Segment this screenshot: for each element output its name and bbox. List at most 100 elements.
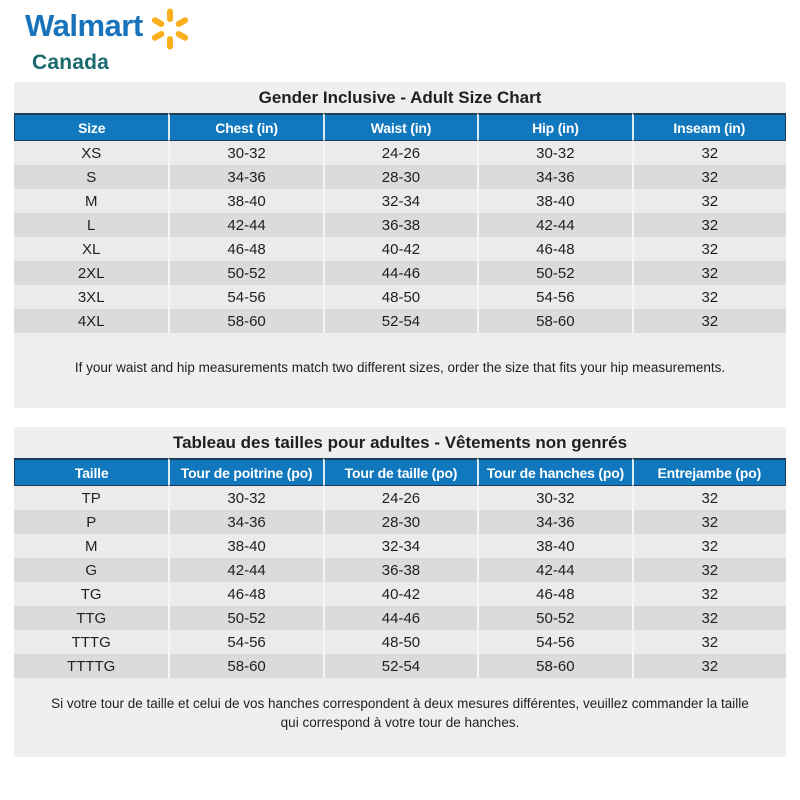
- table-row: M 38-40 32-34 38-40 32: [14, 534, 786, 558]
- table-cell: 46-48: [477, 582, 632, 606]
- table-cell: XL: [14, 237, 169, 261]
- table-cell: 54-56: [477, 285, 632, 309]
- table-cell: 54-56: [477, 630, 632, 654]
- table-cell: G: [14, 558, 169, 582]
- table-cell: 38-40: [168, 189, 323, 213]
- table-cell: 32: [631, 486, 786, 510]
- table-row: 3XL 54-56 48-50 54-56 32: [14, 285, 786, 309]
- size-chart-title-fr: Tableau des tailles pour adultes - Vêtem…: [172, 432, 628, 452]
- table-row: M 38-40 32-34 38-40 32: [14, 189, 786, 213]
- table-cell: 48-50: [322, 285, 478, 309]
- table-cell: 52-54: [322, 654, 478, 678]
- table-cell: 42-44: [477, 558, 632, 582]
- table-cell: 32: [631, 558, 786, 582]
- table-cell: 3XL: [14, 285, 169, 309]
- table-cell: 2XL: [14, 261, 169, 285]
- table-cell: 58-60: [168, 654, 323, 678]
- fit-note-en: If your waist and hip measurements match…: [74, 360, 726, 375]
- table-cell: 32: [631, 285, 786, 309]
- table-cell: 36-38: [322, 558, 478, 582]
- table-cell: S: [14, 165, 169, 189]
- table-cell: 40-42: [322, 582, 478, 606]
- table-cell: 30-32: [168, 486, 323, 510]
- table-cell: 52-54: [322, 309, 478, 333]
- table-header-row: Size Chest (in) Waist (in) Hip (in) Inseam (…: [14, 113, 786, 141]
- table-cell: 34-36: [477, 510, 632, 534]
- table-cell: 32: [631, 309, 786, 333]
- column-header: Taille: [14, 458, 169, 486]
- table-cell: 32: [631, 582, 786, 606]
- column-header: Hip (in): [477, 113, 632, 141]
- table-row: G 42-44 36-38 42-44 32: [14, 558, 786, 582]
- fit-note-fr: Si votre tour de taille et celui de vos …: [51, 696, 749, 730]
- table-cell: 58-60: [477, 654, 632, 678]
- table-cell: M: [14, 534, 169, 558]
- size-chart-panel-en: Gender Inclusive - Adult Size Chart Size…: [14, 82, 786, 408]
- table-cell: 58-60: [168, 309, 323, 333]
- table-row: TTTTG 58-60 52-54 58-60 32: [14, 654, 786, 678]
- table-cell: TTTG: [14, 630, 169, 654]
- table-cell: 38-40: [477, 534, 632, 558]
- table-cell: 46-48: [477, 237, 632, 261]
- table-cell: 46-48: [168, 582, 323, 606]
- table-cell: 30-32: [477, 486, 632, 510]
- table-cell: 36-38: [322, 213, 478, 237]
- table-row: 2XL 50-52 44-46 50-52 32: [14, 261, 786, 285]
- size-table-fr: Taille Tour de poitrine (po) Tour de taill…: [14, 458, 786, 678]
- table-cell: 42-44: [168, 558, 323, 582]
- column-header: Entrejambe (po): [631, 458, 786, 486]
- table-cell: 30-32: [477, 141, 632, 165]
- table-cell: TG: [14, 582, 169, 606]
- column-header: Waist (in): [322, 113, 478, 141]
- table-cell: L: [14, 213, 169, 237]
- table-cell: 50-52: [477, 261, 632, 285]
- table-cell: 32: [631, 165, 786, 189]
- column-header: Inseam (in): [631, 113, 786, 141]
- table-cell: 32: [631, 141, 786, 165]
- size-chart-title-en: Gender Inclusive - Adult Size Chart: [258, 87, 542, 107]
- table-row: 4XL 58-60 52-54 58-60 32: [14, 309, 786, 333]
- table-cell: 24-26: [322, 486, 478, 510]
- table-cell: 50-52: [168, 261, 323, 285]
- table-cell: 28-30: [322, 510, 478, 534]
- table-cell: 44-46: [322, 261, 478, 285]
- table-cell: 32: [631, 654, 786, 678]
- table-header-row: Taille Tour de poitrine (po) Tour de taill…: [14, 458, 786, 486]
- table-cell: XS: [14, 141, 169, 165]
- panel-divider: [0, 408, 800, 427]
- table-cell: 38-40: [168, 534, 323, 558]
- table-cell: TTTTG: [14, 654, 169, 678]
- column-header: Chest (in): [168, 113, 323, 141]
- canada-label: Canada: [32, 51, 110, 74]
- table-cell: 34-36: [168, 165, 323, 189]
- walmart-spark-icon: [151, 8, 188, 50]
- table-cell: 44-46: [322, 606, 478, 630]
- table-cell: 32: [631, 213, 786, 237]
- table-cell: 32: [631, 189, 786, 213]
- table-cell: 34-36: [168, 510, 323, 534]
- table-cell: 40-42: [322, 237, 478, 261]
- table-cell: 42-44: [168, 213, 323, 237]
- table-row: L 42-44 36-38 42-44 32: [14, 213, 786, 237]
- table-row: TG 46-48 40-42 46-48 32: [14, 582, 786, 606]
- table-cell: 54-56: [168, 630, 323, 654]
- table-row: TP 30-32 24-26 30-32 32: [14, 486, 786, 510]
- table-cell: 32-34: [322, 189, 478, 213]
- table-cell: 32: [631, 534, 786, 558]
- table-cell: 4XL: [14, 309, 169, 333]
- table-cell: 54-56: [168, 285, 323, 309]
- table-row: S 34-36 28-30 34-36 32: [14, 165, 786, 189]
- table-cell: 30-32: [168, 141, 323, 165]
- table-row: TTG 50-52 44-46 50-52 32: [14, 606, 786, 630]
- table-row: XS 30-32 24-26 30-32 32: [14, 141, 786, 165]
- table-row: TTTG 54-56 48-50 54-56 32: [14, 630, 786, 654]
- table-cell: 28-30: [322, 165, 478, 189]
- table-cell: 46-48: [168, 237, 323, 261]
- size-table-en: Size Chest (in) Waist (in) Hip (in) Inseam (…: [14, 113, 786, 333]
- table-cell: TTG: [14, 606, 169, 630]
- walmart-canada-logo: Walmart Canada: [25, 8, 192, 74]
- table-cell: 38-40: [477, 189, 632, 213]
- table-cell: 32: [631, 237, 786, 261]
- table-cell: 32-34: [322, 534, 478, 558]
- table-cell: 50-52: [168, 606, 323, 630]
